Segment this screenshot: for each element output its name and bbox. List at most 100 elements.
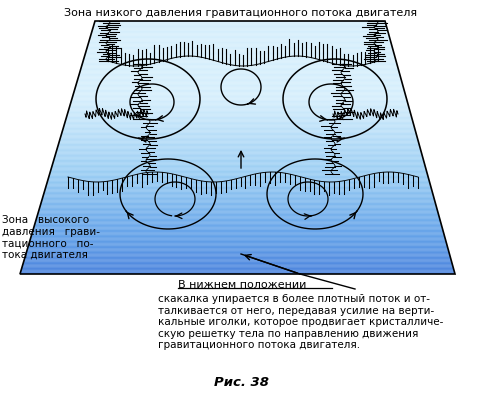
Polygon shape — [81, 67, 398, 68]
Polygon shape — [33, 230, 443, 231]
Polygon shape — [64, 126, 414, 127]
Polygon shape — [48, 181, 429, 182]
Polygon shape — [68, 113, 411, 114]
Polygon shape — [85, 54, 394, 55]
Polygon shape — [70, 106, 409, 107]
Polygon shape — [58, 144, 419, 145]
Polygon shape — [65, 123, 413, 124]
Polygon shape — [37, 216, 439, 217]
Polygon shape — [89, 41, 390, 42]
Polygon shape — [29, 242, 446, 243]
Polygon shape — [21, 269, 454, 270]
Polygon shape — [79, 74, 400, 75]
Polygon shape — [87, 49, 393, 50]
Polygon shape — [94, 24, 386, 25]
Polygon shape — [60, 138, 417, 139]
Polygon shape — [82, 64, 397, 65]
Polygon shape — [50, 173, 427, 174]
Polygon shape — [44, 191, 432, 192]
Polygon shape — [59, 141, 418, 142]
Polygon shape — [49, 175, 428, 176]
Polygon shape — [59, 143, 419, 144]
Polygon shape — [92, 32, 388, 33]
Polygon shape — [25, 257, 450, 258]
Polygon shape — [87, 47, 392, 48]
Polygon shape — [39, 211, 438, 212]
Polygon shape — [56, 151, 421, 152]
Polygon shape — [42, 200, 435, 201]
Polygon shape — [52, 166, 426, 168]
Polygon shape — [43, 196, 433, 197]
Polygon shape — [47, 182, 429, 183]
Polygon shape — [31, 236, 444, 237]
Polygon shape — [84, 58, 395, 59]
Polygon shape — [44, 192, 432, 193]
Polygon shape — [81, 68, 398, 69]
Polygon shape — [93, 27, 387, 28]
Polygon shape — [68, 112, 410, 113]
Polygon shape — [23, 265, 453, 266]
Polygon shape — [41, 204, 436, 205]
Polygon shape — [40, 207, 437, 208]
Polygon shape — [20, 273, 455, 274]
Polygon shape — [74, 92, 404, 93]
Polygon shape — [53, 162, 424, 163]
Polygon shape — [71, 102, 407, 103]
Polygon shape — [24, 260, 451, 261]
Polygon shape — [46, 187, 431, 188]
Polygon shape — [88, 44, 391, 45]
Polygon shape — [55, 156, 422, 157]
Polygon shape — [67, 116, 411, 117]
Polygon shape — [67, 114, 411, 115]
Polygon shape — [45, 190, 432, 191]
Polygon shape — [93, 28, 387, 29]
Polygon shape — [88, 46, 392, 47]
Polygon shape — [49, 176, 428, 177]
Polygon shape — [81, 69, 398, 70]
Polygon shape — [26, 253, 449, 254]
Polygon shape — [50, 174, 428, 175]
Text: скакалка упирается в более плотный поток и от-
талкивается от него, передавая ус: скакалка упирается в более плотный поток… — [158, 293, 443, 350]
Polygon shape — [30, 239, 445, 240]
Polygon shape — [54, 158, 423, 159]
Polygon shape — [60, 139, 418, 140]
Polygon shape — [28, 245, 447, 246]
Polygon shape — [51, 171, 427, 172]
Polygon shape — [67, 117, 412, 118]
Polygon shape — [63, 128, 415, 129]
Polygon shape — [22, 266, 453, 267]
Polygon shape — [46, 184, 430, 185]
Polygon shape — [84, 57, 395, 58]
Polygon shape — [86, 52, 394, 53]
Polygon shape — [73, 94, 405, 95]
Polygon shape — [92, 31, 388, 32]
Polygon shape — [62, 134, 416, 135]
Polygon shape — [81, 66, 398, 67]
Polygon shape — [53, 163, 425, 164]
Polygon shape — [35, 225, 442, 226]
Polygon shape — [45, 188, 431, 190]
Polygon shape — [74, 91, 404, 92]
Polygon shape — [35, 224, 441, 225]
Polygon shape — [22, 267, 453, 268]
Polygon shape — [77, 83, 402, 84]
Polygon shape — [82, 63, 397, 64]
Polygon shape — [39, 209, 437, 210]
Polygon shape — [77, 81, 402, 82]
Polygon shape — [60, 140, 418, 141]
Polygon shape — [71, 100, 407, 101]
Polygon shape — [48, 179, 429, 180]
Polygon shape — [36, 219, 440, 220]
Polygon shape — [21, 271, 455, 272]
Polygon shape — [72, 97, 406, 98]
Polygon shape — [62, 132, 416, 133]
Polygon shape — [56, 152, 421, 153]
Polygon shape — [73, 95, 405, 96]
Polygon shape — [66, 120, 413, 121]
Polygon shape — [63, 130, 415, 131]
Polygon shape — [37, 218, 440, 219]
Polygon shape — [57, 147, 420, 148]
Polygon shape — [51, 170, 426, 171]
Polygon shape — [91, 35, 389, 36]
Polygon shape — [24, 259, 451, 260]
